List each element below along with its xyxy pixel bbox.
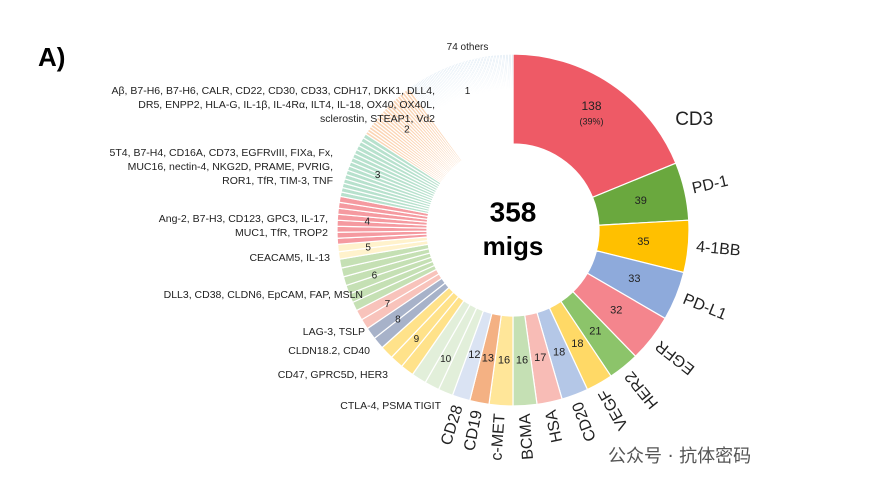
- slice-cd3: [512, 53, 677, 199]
- center-unit: migs: [483, 231, 544, 261]
- category-label: CD19: [461, 409, 486, 453]
- group-value-label: 5: [365, 243, 371, 254]
- group-value-label: 9: [414, 334, 420, 345]
- group-label-7: LAG-3, TSLP: [302, 326, 365, 338]
- value-label: 18: [553, 347, 565, 359]
- value-label: 138: [582, 99, 602, 113]
- watermark: 公众号 · 抗体密码: [608, 446, 752, 467]
- value-label: 32: [610, 305, 622, 317]
- group-value-label: 8: [395, 315, 401, 326]
- group-value-label: 1: [465, 86, 471, 97]
- value-label: 39: [635, 195, 647, 207]
- value-label: 13: [482, 352, 494, 364]
- value-label: 17: [534, 352, 546, 364]
- category-label: VEGF: [596, 386, 632, 432]
- group-label-8: CLDN18.2, CD40: [288, 345, 370, 357]
- group-value-label: 2: [404, 124, 410, 135]
- category-label: PD-1: [691, 173, 730, 198]
- category-label: PD-L1: [680, 291, 729, 324]
- center-number: 358: [490, 196, 537, 227]
- group-label-3: 5T4, B7-H4, CD16A, CD73, EGFRvIII, FIXa,…: [109, 147, 333, 187]
- category-label: HSA: [543, 408, 567, 444]
- group-label-2: Aβ, B7-H6, B7-H6, CALR, CD22, CD30, CD33…: [111, 85, 436, 125]
- group-value-label: 10: [440, 354, 452, 365]
- group-label-5: CEACAM5, IL-13: [249, 252, 330, 264]
- group-value-label: 7: [385, 299, 391, 310]
- value-label: 33: [628, 273, 640, 285]
- category-label: BCMA: [517, 413, 537, 461]
- others-label: 74 others: [447, 42, 489, 53]
- group-value-label: 4: [364, 217, 370, 228]
- group-label-9: CD47, GPRC5D, HER3: [277, 369, 388, 381]
- group-label-4: Ang-2, B7-H3, CD123, GPC3, IL-17, MUC1, …: [158, 213, 328, 239]
- category-label: CD3: [675, 109, 713, 130]
- category-label: 4-1BB: [695, 239, 741, 260]
- category-label: CD20: [569, 399, 599, 443]
- category-label: HER2: [622, 368, 662, 412]
- value-label: 12: [468, 349, 480, 361]
- value-label: 16: [516, 355, 528, 367]
- value-label: 35: [637, 236, 649, 248]
- value-label: 16: [498, 355, 510, 367]
- category-label: c-MET: [488, 413, 508, 461]
- category-label: EGFR: [653, 337, 699, 378]
- value-label: 18: [571, 338, 583, 350]
- group-label-10: CTLA-4, PSMA TIGIT: [340, 400, 441, 412]
- panel-label: A): [38, 42, 66, 72]
- group-label-6: DLL3, CD38, CLDN6, EpCAM, FAP, MSLN: [163, 289, 363, 301]
- percent-label: (39%): [580, 116, 604, 126]
- group-value-label: 6: [372, 271, 378, 282]
- group-value-label: 3: [375, 170, 381, 181]
- value-label: 21: [589, 326, 601, 338]
- slice-group-1: [510, 53, 514, 145]
